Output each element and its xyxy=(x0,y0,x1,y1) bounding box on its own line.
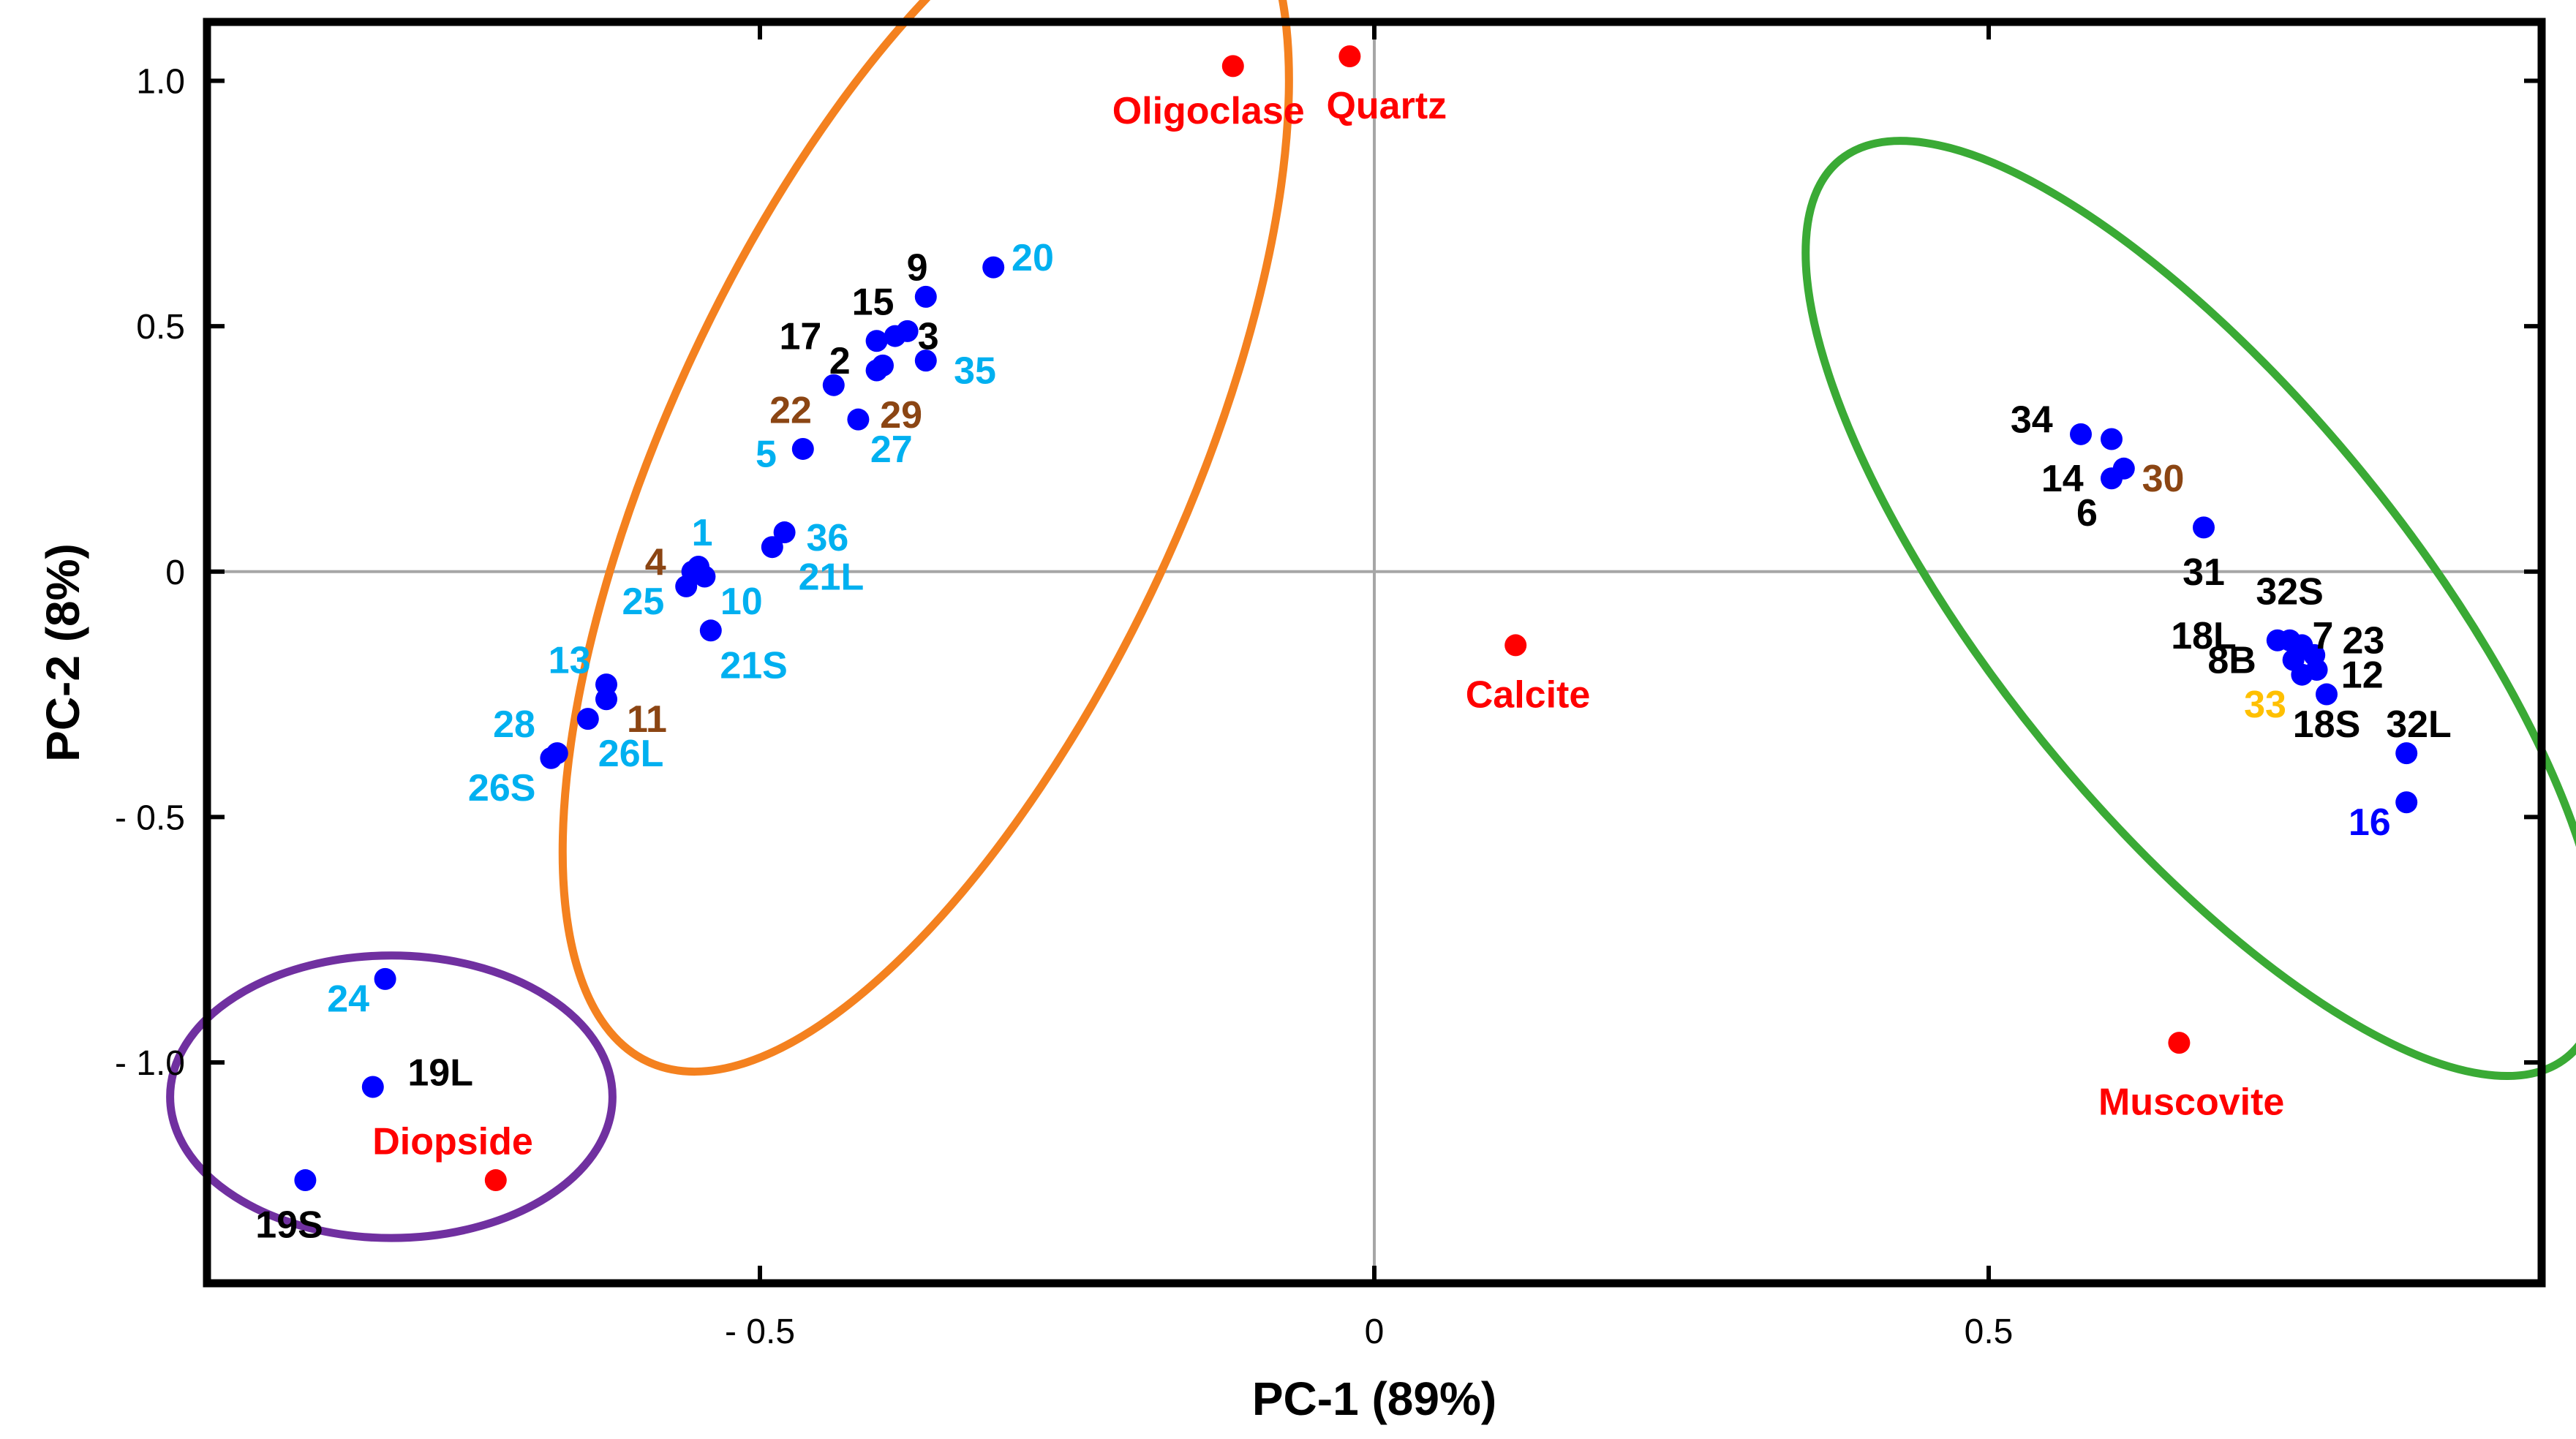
point-calcite xyxy=(1504,634,1527,657)
label-20: 20 xyxy=(1012,237,1054,279)
label-34: 34 xyxy=(2011,399,2053,442)
label-32l: 32L xyxy=(2386,703,2452,746)
point-10 xyxy=(693,565,716,588)
point-18l xyxy=(2266,629,2289,651)
point-6 xyxy=(2101,467,2123,490)
x-tick-label: 0 xyxy=(1365,1313,1385,1351)
label-4: 4 xyxy=(645,541,666,583)
point-28 xyxy=(576,708,599,730)
point-9 xyxy=(914,285,937,308)
point-20 xyxy=(982,256,1005,279)
y-tick-label: - 0.5 xyxy=(115,798,185,837)
label-33: 33 xyxy=(2244,684,2286,726)
point-5 xyxy=(791,437,814,460)
label-17: 17 xyxy=(780,316,822,358)
label-11: 11 xyxy=(627,698,667,741)
point-18s xyxy=(2316,683,2338,706)
label-12: 12 xyxy=(2341,654,2384,697)
green-group xyxy=(1801,137,2576,1081)
label-19l: 19L xyxy=(407,1051,473,1094)
label-oligoclase: Oligoclase xyxy=(1112,90,1305,132)
label-muscovite: Muscovite xyxy=(2098,1081,2284,1124)
label-8b: 8B xyxy=(2207,640,2256,682)
label-6: 6 xyxy=(2076,492,2098,535)
label-26s: 26S xyxy=(468,767,536,809)
label-16: 16 xyxy=(2349,801,2391,844)
point-14 xyxy=(2101,428,2123,450)
point-26s xyxy=(540,747,562,769)
label-1: 1 xyxy=(692,512,713,554)
point-17 xyxy=(865,330,888,352)
label-10: 10 xyxy=(720,581,763,623)
point-32l xyxy=(2395,742,2418,765)
point-11 xyxy=(595,688,617,711)
purple-group xyxy=(166,951,617,1242)
y-tick-label: 0 xyxy=(165,554,185,592)
y-tick-label: 1.0 xyxy=(136,63,185,102)
point-muscovite xyxy=(2168,1032,2191,1054)
point-29 xyxy=(872,354,894,377)
point-22 xyxy=(822,374,845,396)
label-26l: 26L xyxy=(598,733,664,775)
orange-group xyxy=(558,0,1293,1076)
point-24 xyxy=(374,967,396,990)
label-18s: 18S xyxy=(2293,703,2361,746)
label-21l: 21L xyxy=(799,556,865,598)
y-tick-label: - 1.0 xyxy=(115,1044,185,1083)
label-21s: 21S xyxy=(720,644,788,687)
label-18l: 18L xyxy=(2171,615,2237,657)
point-21l xyxy=(761,536,783,559)
label-35: 35 xyxy=(954,350,996,393)
zero-lines xyxy=(207,22,2542,1283)
point-16 xyxy=(2395,791,2418,814)
point-27 xyxy=(847,408,870,431)
label-3: 3 xyxy=(918,316,939,358)
label-36: 36 xyxy=(806,517,848,559)
label-diopside: Diopside xyxy=(372,1120,533,1163)
label-9: 9 xyxy=(907,247,928,290)
group-ellipses xyxy=(166,0,2576,1242)
label-30: 30 xyxy=(2142,458,2185,500)
point-oligoclase xyxy=(1221,55,1244,78)
point-19l xyxy=(361,1076,384,1098)
label-28: 28 xyxy=(493,703,535,746)
label-29: 29 xyxy=(880,394,922,437)
label-23: 23 xyxy=(2342,620,2384,662)
label-31: 31 xyxy=(2183,551,2225,594)
point-19s xyxy=(294,1169,317,1192)
point-21s xyxy=(699,619,722,642)
label-calcite: Calcite xyxy=(1466,674,1591,717)
point-3 xyxy=(884,325,906,347)
point-quartz xyxy=(1338,45,1361,67)
label-25: 25 xyxy=(622,581,664,623)
point-25 xyxy=(675,575,698,597)
axis-ticks: - 0.5 0 0.5 1.0 0.5 0 - 0.5 - 1.0 xyxy=(115,22,2542,1351)
label-19s: 19S xyxy=(255,1204,323,1246)
label-2: 2 xyxy=(829,340,851,382)
label-24: 24 xyxy=(327,978,369,1021)
point-diopside xyxy=(484,1169,507,1192)
label-22: 22 xyxy=(769,389,812,431)
label-quartz: Quartz xyxy=(1326,85,1447,127)
x-tick-label: - 0.5 xyxy=(725,1313,795,1351)
point-36 xyxy=(773,521,796,544)
y-axis-title: PC-2 (8%) xyxy=(37,543,89,762)
x-tick-label: 0.5 xyxy=(1965,1313,2014,1351)
label-7: 7 xyxy=(2312,615,2333,657)
label-27: 27 xyxy=(870,428,913,471)
point-35 xyxy=(914,350,937,372)
label-14: 14 xyxy=(2041,458,2084,500)
y-tick-label: 0.5 xyxy=(136,308,185,347)
label-13: 13 xyxy=(549,640,591,682)
point-34 xyxy=(2070,423,2092,445)
point-31 xyxy=(2193,516,2215,539)
point-33 xyxy=(2291,663,2313,686)
data-points xyxy=(294,45,2418,1192)
x-axis-title: PC-1 (89%) xyxy=(1252,1372,1496,1425)
label-32s: 32S xyxy=(2256,571,2324,613)
label-5: 5 xyxy=(756,434,777,476)
label-15: 15 xyxy=(852,282,895,324)
